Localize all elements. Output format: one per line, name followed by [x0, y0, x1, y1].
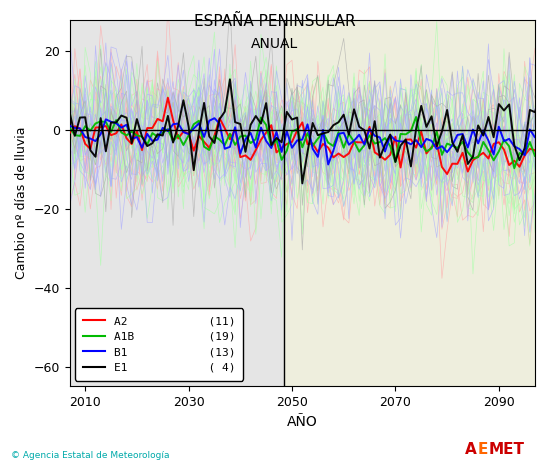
Bar [70, 19, 284, 386]
Bar [284, 19, 535, 386]
Text: MET: MET [488, 443, 524, 457]
Text: © Agencia Estatal de Meteorología: © Agencia Estatal de Meteorología [11, 451, 169, 460]
Legend: A2            (11), A1B           (19), B1            (13), E1            ( 4): A2 (11), A1B (19), B1 (13), E1 ( 4) [75, 309, 243, 381]
Text: ESPAÑA PENINSULAR: ESPAÑA PENINSULAR [194, 14, 356, 29]
Y-axis label: Cambio nº días de lluvia: Cambio nº días de lluvia [15, 127, 28, 279]
X-axis label: AÑO: AÑO [287, 414, 318, 429]
Text: A: A [465, 443, 476, 457]
Text: ANUAL: ANUAL [251, 37, 299, 51]
Text: E: E [477, 443, 488, 457]
